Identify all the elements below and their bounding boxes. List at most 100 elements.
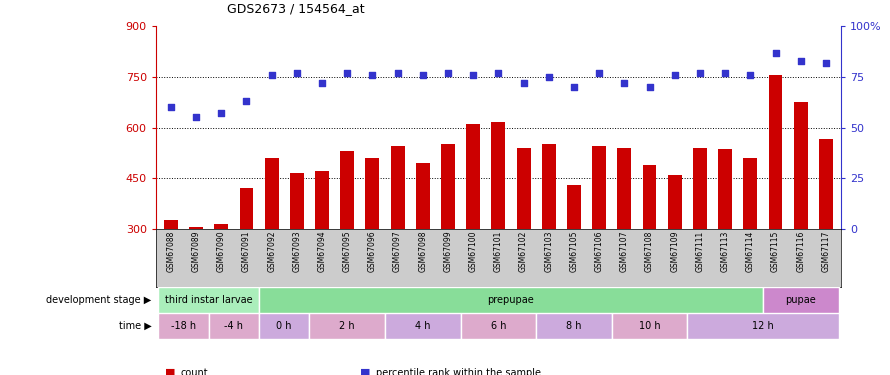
Text: GSM67098: GSM67098 (418, 231, 427, 272)
Bar (517, 148, 530, 229)
Text: GSM67116: GSM67116 (797, 231, 805, 272)
Bar (264, 158, 279, 229)
Point (718, 70, 732, 76)
Bar (763, 287, 838, 313)
Bar (743, 158, 757, 229)
Bar (461, 313, 536, 339)
Text: GSM67099: GSM67099 (443, 231, 452, 272)
Text: GSM67113: GSM67113 (721, 231, 730, 272)
Text: GSM67097: GSM67097 (393, 231, 402, 272)
Bar (718, 149, 732, 229)
Bar (466, 124, 480, 229)
Text: GSM67105: GSM67105 (570, 231, 578, 272)
Point (466, 72, 481, 78)
Bar (310, 313, 385, 339)
Text: GSM67103: GSM67103 (545, 231, 554, 272)
Point (416, 72, 430, 78)
Text: GSM67093: GSM67093 (292, 231, 302, 272)
Bar (259, 313, 310, 339)
Point (618, 80, 632, 86)
Text: GSM67117: GSM67117 (821, 231, 830, 272)
Text: GSM67109: GSM67109 (670, 231, 679, 272)
Bar (214, 224, 228, 229)
Bar (618, 148, 631, 229)
Point (794, 58, 808, 64)
Bar (693, 148, 707, 229)
Point (643, 84, 657, 90)
Point (743, 72, 757, 78)
Point (340, 70, 354, 76)
Text: -4 h: -4 h (224, 321, 243, 331)
Text: ■: ■ (360, 368, 371, 375)
Text: 2 h: 2 h (339, 321, 355, 331)
Point (264, 72, 279, 78)
Point (315, 80, 329, 86)
Text: 10 h: 10 h (639, 321, 660, 331)
Text: 12 h: 12 h (752, 321, 773, 331)
Point (668, 72, 682, 78)
Text: time ▶: time ▶ (118, 321, 151, 331)
Text: GSM67107: GSM67107 (619, 231, 629, 272)
Bar (536, 313, 611, 339)
Bar (239, 188, 254, 229)
Bar (158, 287, 259, 313)
Bar (769, 75, 782, 229)
Point (592, 70, 606, 76)
Text: -18 h: -18 h (171, 321, 196, 331)
Text: GSM67101: GSM67101 (494, 231, 503, 272)
Bar (441, 144, 455, 229)
Bar (164, 220, 178, 229)
Text: GSM67088: GSM67088 (166, 231, 175, 272)
Bar (315, 171, 329, 229)
Point (365, 72, 379, 78)
Point (290, 70, 304, 76)
Text: 4 h: 4 h (415, 321, 431, 331)
Text: prepupae: prepupae (488, 295, 534, 305)
Text: GSM67114: GSM67114 (746, 231, 755, 272)
Text: GSM67100: GSM67100 (469, 231, 478, 272)
Text: GSM67111: GSM67111 (695, 231, 705, 272)
Text: 0 h: 0 h (277, 321, 292, 331)
Text: GSM67091: GSM67091 (242, 231, 251, 272)
Text: development stage ▶: development stage ▶ (46, 295, 151, 305)
Text: percentile rank within the sample: percentile rank within the sample (376, 368, 541, 375)
Bar (416, 163, 430, 229)
Text: GSM67092: GSM67092 (267, 231, 276, 272)
Text: GSM67115: GSM67115 (771, 231, 780, 272)
Point (441, 70, 455, 76)
Point (164, 104, 178, 110)
Point (567, 84, 581, 90)
Point (768, 50, 782, 55)
Bar (643, 165, 657, 229)
Point (239, 98, 254, 104)
Text: GSM67102: GSM67102 (519, 231, 528, 272)
Bar (190, 227, 203, 229)
Text: GSM67106: GSM67106 (595, 231, 603, 272)
Bar (687, 313, 838, 339)
Bar (290, 173, 303, 229)
Point (692, 70, 707, 76)
Point (516, 80, 530, 86)
Bar (611, 313, 687, 339)
Bar (819, 140, 833, 229)
Text: GSM67090: GSM67090 (217, 231, 226, 272)
Point (189, 114, 203, 120)
Bar (668, 175, 682, 229)
Text: ■: ■ (165, 368, 175, 375)
Point (391, 70, 405, 76)
Bar (366, 158, 379, 229)
Text: GSM67089: GSM67089 (191, 231, 200, 272)
Point (214, 110, 229, 116)
Text: 8 h: 8 h (566, 321, 582, 331)
Point (542, 74, 556, 80)
Bar (592, 146, 606, 229)
Text: 6 h: 6 h (490, 321, 506, 331)
Bar (567, 185, 581, 229)
Bar (491, 122, 506, 229)
Text: GSM67096: GSM67096 (368, 231, 377, 272)
Text: GSM67094: GSM67094 (318, 231, 327, 272)
Bar (208, 313, 259, 339)
Text: count: count (181, 368, 208, 375)
Text: GSM67095: GSM67095 (343, 231, 352, 272)
Bar (391, 146, 405, 229)
